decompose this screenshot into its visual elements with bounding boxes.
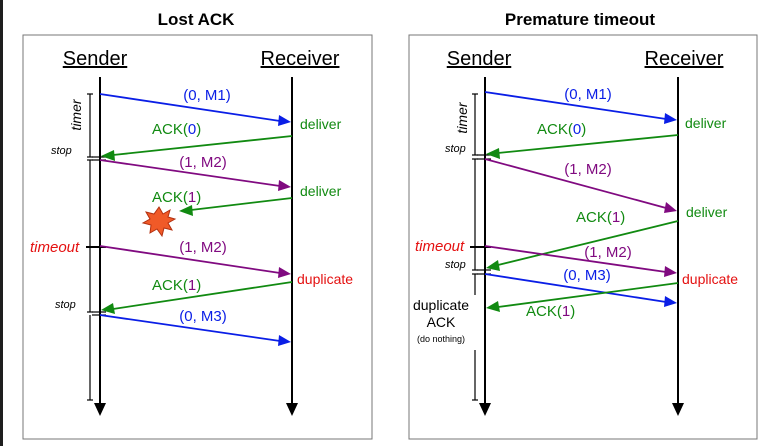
message-label: (0, M3) [179, 308, 227, 325]
message-arrow [484, 273, 677, 307]
timer-bracket [472, 350, 478, 401]
event-label: deliver [686, 204, 728, 220]
timer-label: timer [454, 101, 470, 133]
receiver-label: Receiver [645, 48, 724, 70]
message-label: (1, M2) [564, 161, 612, 178]
message-arrow [484, 158, 677, 213]
ack-label: ACK(0) [152, 121, 201, 138]
stop-label: stop [51, 145, 72, 157]
panel-frame [408, 34, 758, 440]
timer-label: timer [68, 98, 84, 130]
panel-title: Lost ACK [158, 10, 236, 29]
message-arrow [99, 314, 291, 346]
message-arrow [99, 93, 291, 126]
ack-label: ACK(1) [526, 303, 575, 320]
duplicate-ack-note: ACK [427, 314, 456, 330]
duplicate-ack-note: duplicate [413, 297, 469, 313]
event-label: deliver [300, 183, 342, 199]
ack-arrow [486, 134, 679, 159]
sender-timeline-arrowhead [94, 403, 106, 416]
timer-bracket [472, 93, 478, 156]
ack-arrow [101, 281, 293, 314]
receiver-label: Receiver [261, 48, 340, 70]
receiver-timeline-arrowhead [286, 403, 298, 416]
event-label: deliver [685, 115, 727, 131]
message-arrow [99, 159, 291, 191]
message-label: (0, M1) [183, 87, 231, 104]
retransmit-arrow [484, 245, 677, 277]
event-label: duplicate [297, 271, 353, 287]
left-edge-bar [0, 0, 3, 446]
timer-bracket [472, 273, 478, 295]
message-label: (0, M3) [563, 267, 611, 284]
duplicate-ack-note: (do nothing) [417, 334, 465, 344]
retransmit-arrow [99, 245, 291, 278]
sender-timeline-arrowhead [479, 403, 491, 416]
timer-bracket [87, 248, 93, 313]
ack-arrow [486, 282, 679, 312]
stop-label: stop [445, 143, 466, 155]
timer-bracket [472, 248, 478, 271]
panel-title: Premature timeout [505, 10, 656, 29]
stop-label: stop [55, 299, 76, 311]
timer-bracket [472, 158, 478, 246]
message-label: (1, M2) [179, 239, 227, 256]
ack-label: ACK(0) [537, 121, 586, 138]
stop-label: stop [445, 259, 466, 271]
tick-marks [86, 156, 106, 316]
sender-label: Sender [63, 48, 128, 70]
sender-label: Sender [447, 48, 512, 70]
panel-frame [22, 34, 373, 440]
ack-label: ACK(1) [152, 277, 201, 294]
ack-label: ACK(1) [152, 189, 201, 206]
lost-ack-arrow [179, 197, 293, 216]
message-label: (1, M2) [179, 154, 227, 171]
late-ack-arrow [486, 220, 679, 271]
message-label: (0, M1) [564, 86, 612, 103]
message-arrow [484, 91, 677, 124]
loss-burst-icon [141, 206, 177, 238]
message-label: (1, M2) [584, 244, 632, 261]
timeout-label: timeout [415, 238, 465, 255]
tick-marks [470, 154, 491, 275]
timer-bracket [87, 93, 93, 158]
event-label: duplicate [682, 271, 738, 287]
event-label: deliver [300, 116, 342, 132]
ack-arrow [101, 135, 293, 161]
receiver-timeline-arrowhead [672, 403, 684, 416]
timer-bracket [87, 159, 93, 246]
ack-label: ACK(1) [576, 209, 625, 226]
timeout-label: timeout [30, 239, 80, 256]
timer-bracket [87, 315, 93, 401]
